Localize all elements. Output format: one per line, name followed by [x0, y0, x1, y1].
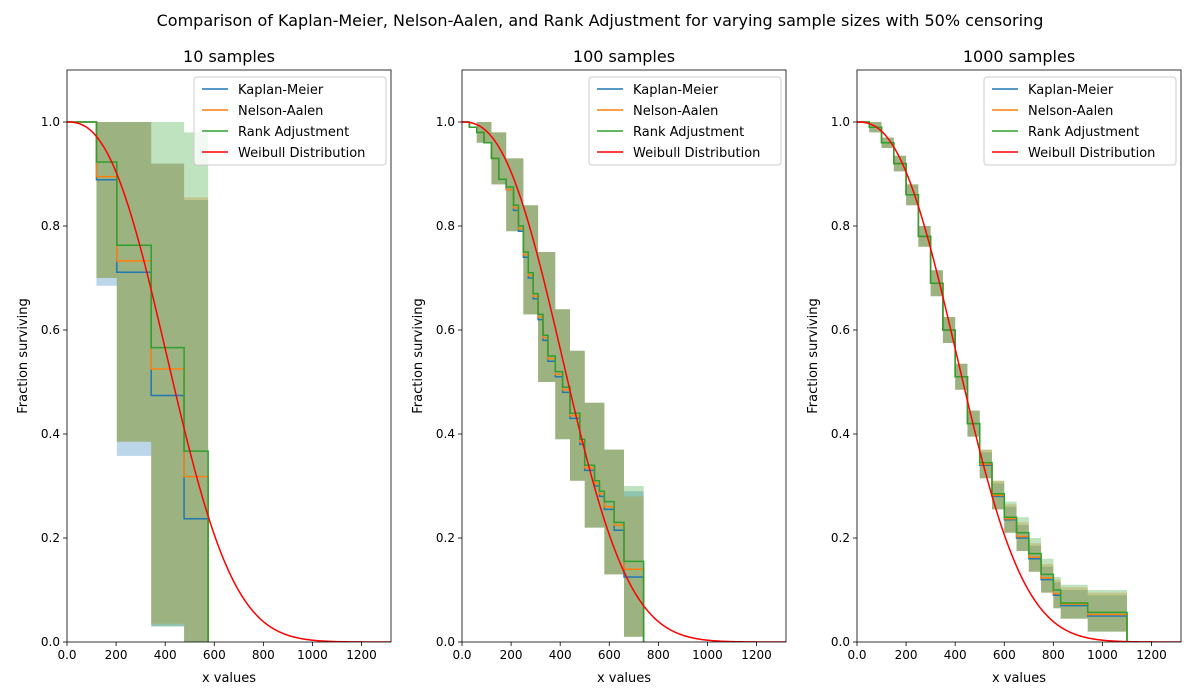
- legend-entry: Nelson-Aalen: [238, 104, 323, 119]
- ci-band-kaplan-meier: [857, 122, 1127, 642]
- subplot-title: 100 samples: [573, 47, 675, 66]
- subplot-3: 0.0 200 400 600 800 1000 1200 0.0 0.2 0.4 0.6 0.8 1.…: [806, 47, 1182, 686]
- legend-box: [193, 76, 387, 166]
- y-tick-label: 1.0: [436, 115, 455, 129]
- legend-box: [588, 76, 782, 166]
- x-axis-label: x values: [992, 671, 1046, 686]
- x-tick-label: 600: [598, 648, 621, 662]
- legend-entry: Kaplan-Meier: [633, 83, 719, 98]
- x-tick-label: 200: [105, 648, 128, 662]
- y-tick-label: 0.6: [436, 323, 455, 337]
- x-tick-label: 1000: [297, 648, 328, 662]
- ci-band-rank-adjustment: [67, 122, 209, 642]
- ci-band-rank-adjustment: [462, 122, 644, 642]
- y-tick-label: 0.4: [831, 427, 850, 441]
- x-tick-label: 400: [944, 648, 967, 662]
- legend: Kaplan-Meier Nelson-Aalen Rank Adjustment W…: [588, 76, 782, 166]
- y-tick-label: 0.6: [41, 323, 60, 337]
- legend-entry: Rank Adjustment: [633, 125, 744, 140]
- ci-band-rank-adjustment: [857, 122, 1127, 642]
- legend: Kaplan-Meier Nelson-Aalen Rank Adjustment W…: [193, 76, 387, 166]
- axes-frame: [461, 69, 787, 643]
- plot-area: [462, 121, 786, 642]
- x-tick-label: 1200: [1136, 648, 1167, 662]
- y-tick-label: 0.0: [41, 635, 60, 649]
- legend-entry: Weibull Distribution: [633, 146, 760, 161]
- y-tick-label: 0.8: [436, 219, 455, 233]
- figure-suptitle: Comparison of Kaplan-Meier, Nelson-Aalen…: [156, 11, 1044, 30]
- y-tick-label: 0.4: [436, 427, 455, 441]
- x-tick-label: 1200: [346, 648, 377, 662]
- plot-area: [857, 121, 1181, 642]
- y-tick-label: 0.8: [831, 219, 850, 233]
- y-tick-label: 1.0: [831, 115, 850, 129]
- series-rank-adjustment: [857, 121, 1128, 642]
- ci-band-nelson-aalen: [857, 122, 1127, 642]
- legend-entry: Weibull Distribution: [1028, 146, 1155, 161]
- series-weibull-distribution: [857, 121, 1181, 642]
- legend-entry: Rank Adjustment: [1028, 125, 1139, 140]
- legend-entry: Kaplan-Meier: [1028, 83, 1114, 98]
- ci-band-kaplan-meier: [462, 122, 644, 642]
- subplot-title: 10 samples: [183, 47, 275, 66]
- legend-entry: Rank Adjustment: [238, 125, 349, 140]
- x-tick-label: 200: [500, 648, 523, 662]
- x-tick-label: 600: [993, 648, 1016, 662]
- subplot-title: 1000 samples: [963, 47, 1075, 66]
- x-tick-label: 1200: [741, 648, 772, 662]
- axes-frame: [66, 69, 392, 643]
- legend-entry: Kaplan-Meier: [238, 83, 324, 98]
- x-tick-label: 400: [549, 648, 572, 662]
- x-tick-label: 800: [647, 648, 670, 662]
- x-axis-label: x values: [597, 671, 651, 686]
- y-tick-label: 0.0: [436, 635, 455, 649]
- y-tick-label: 0.2: [831, 531, 850, 545]
- y-tick-label: 0.2: [41, 531, 60, 545]
- x-tick-label: 1000: [1087, 648, 1118, 662]
- legend-entry: Nelson-Aalen: [1028, 104, 1113, 119]
- x-tick-label: 0.0: [452, 648, 471, 662]
- series-rank-adjustment: [67, 121, 209, 642]
- x-tick-label: 200: [895, 648, 918, 662]
- x-tick-label: 400: [154, 648, 177, 662]
- y-axis-label: Fraction surviving: [806, 298, 821, 413]
- y-tick-label: 0.2: [436, 531, 455, 545]
- y-tick-label: 0.8: [41, 219, 60, 233]
- x-tick-label: 800: [1042, 648, 1065, 662]
- y-tick-label: 0.0: [831, 635, 850, 649]
- series-nelson-aalen: [857, 121, 1128, 642]
- y-tick-label: 1.0: [41, 115, 60, 129]
- legend-box: [983, 76, 1177, 166]
- series-rank-adjustment: [462, 121, 645, 642]
- y-axis-label: Fraction surviving: [411, 298, 426, 413]
- axes-frame: [856, 69, 1182, 643]
- subplot-2: 0.0 200 400 600 800 1000 1200 0.0 0.2 0.4 0.6 0.8 1.…: [411, 47, 787, 686]
- series-kaplan-meier: [857, 121, 1128, 642]
- x-axis-label: x values: [202, 671, 256, 686]
- y-tick-label: 0.6: [831, 323, 850, 337]
- plot-area: [67, 121, 391, 642]
- ci-band-kaplan-meier: [67, 122, 209, 642]
- x-tick-label: 0.0: [57, 648, 76, 662]
- y-tick-label: 0.4: [41, 427, 60, 441]
- legend: Kaplan-Meier Nelson-Aalen Rank Adjustment W…: [983, 76, 1177, 166]
- ci-band-nelson-aalen: [67, 122, 209, 642]
- x-tick-label: 800: [252, 648, 275, 662]
- x-tick-label: 0.0: [847, 648, 866, 662]
- x-tick-label: 1000: [692, 648, 723, 662]
- x-tick-label: 600: [203, 648, 226, 662]
- ci-band-nelson-aalen: [462, 122, 644, 642]
- legend-entry: Nelson-Aalen: [633, 104, 718, 119]
- y-axis-label: Fraction surviving: [16, 298, 31, 413]
- legend-entry: Weibull Distribution: [238, 146, 365, 161]
- subplot-1: 0.0 200 400 600 800 1000 1200 0.0 0.2 0.4 0.6 0.8 1.…: [16, 47, 392, 686]
